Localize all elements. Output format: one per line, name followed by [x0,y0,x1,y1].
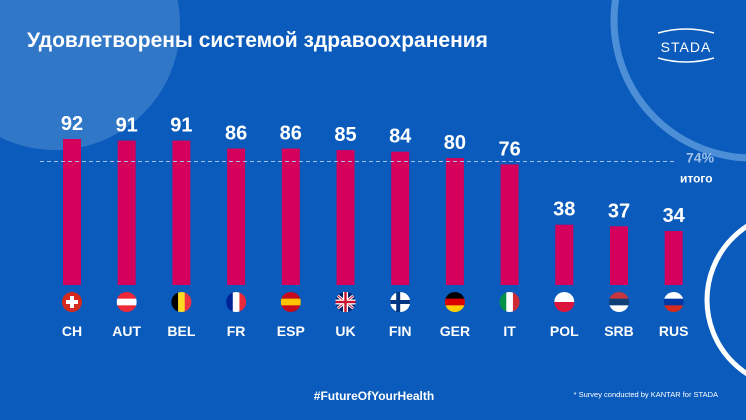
value-label-ger: 80 [444,132,466,154]
bar-rus [664,231,683,285]
poland-flag-icon [554,292,575,312]
bar-fin [391,151,410,285]
category-label-srb: SRB [604,323,634,339]
decor-ring-bottom-right [704,223,746,377]
value-label-bel: 91 [170,115,192,137]
value-label-aut: 91 [116,115,138,137]
category-label-ger: GER [440,323,470,339]
stada-logo: STADA [657,28,715,63]
bar-bel [172,140,191,285]
value-label-esp: 86 [280,123,302,145]
category-label-esp: ESP [277,323,305,339]
belgium-flag-icon [171,292,192,312]
serbia-flag-icon [609,292,629,312]
bar-srb [610,226,628,285]
germany-flag-icon [444,292,465,312]
bar-fr [227,148,246,285]
category-label-fin: FIN [389,323,412,339]
category-label-pol: POL [550,323,579,339]
value-label-srb: 37 [608,200,630,222]
value-label-ch: 92 [61,113,83,135]
reference-sublabel: итого [680,172,713,186]
bar-ger [445,158,464,285]
reference-label: 74% [686,150,715,166]
uk-flag-icon [335,292,356,312]
value-label-it: 76 [498,138,520,160]
value-label-fr: 86 [225,123,247,145]
bar-uk [336,150,355,285]
bar-it [500,164,519,285]
footnote: * Survey conducted by KANTAR for STADA [574,390,718,399]
svg-text:STADA: STADA [661,39,712,55]
value-label-rus: 34 [663,205,686,227]
category-label-aut: AUT [112,323,141,339]
page-title: Удовлетворены системой здравоохранения [27,29,488,52]
category-label-rus: RUS [659,323,689,339]
hashtag: #FutureOfYourHealth [314,389,434,403]
bar-pol [555,224,574,285]
value-label-fin: 84 [389,126,412,148]
category-label-fr: FR [227,323,246,339]
bar-aut [117,140,136,285]
switzerland-flag-icon [62,292,82,312]
bar-ch [63,138,81,285]
italy-flag-icon [499,292,520,312]
finland-flag-icon [390,292,411,312]
category-label-it: IT [503,323,516,339]
austria-flag-icon [116,292,137,312]
bar-esp [281,148,300,285]
france-flag-icon [226,292,247,312]
decor-circle-top-left [0,0,180,150]
decor-ring-top-right [610,0,746,162]
category-label-ch: CH [62,323,82,339]
spain-flag-icon [280,292,301,312]
value-label-pol: 38 [553,199,575,221]
category-label-bel: BEL [167,323,195,339]
russia-flag-icon [663,292,684,312]
value-label-uk: 85 [334,124,356,146]
category-label-uk: UK [335,323,355,339]
